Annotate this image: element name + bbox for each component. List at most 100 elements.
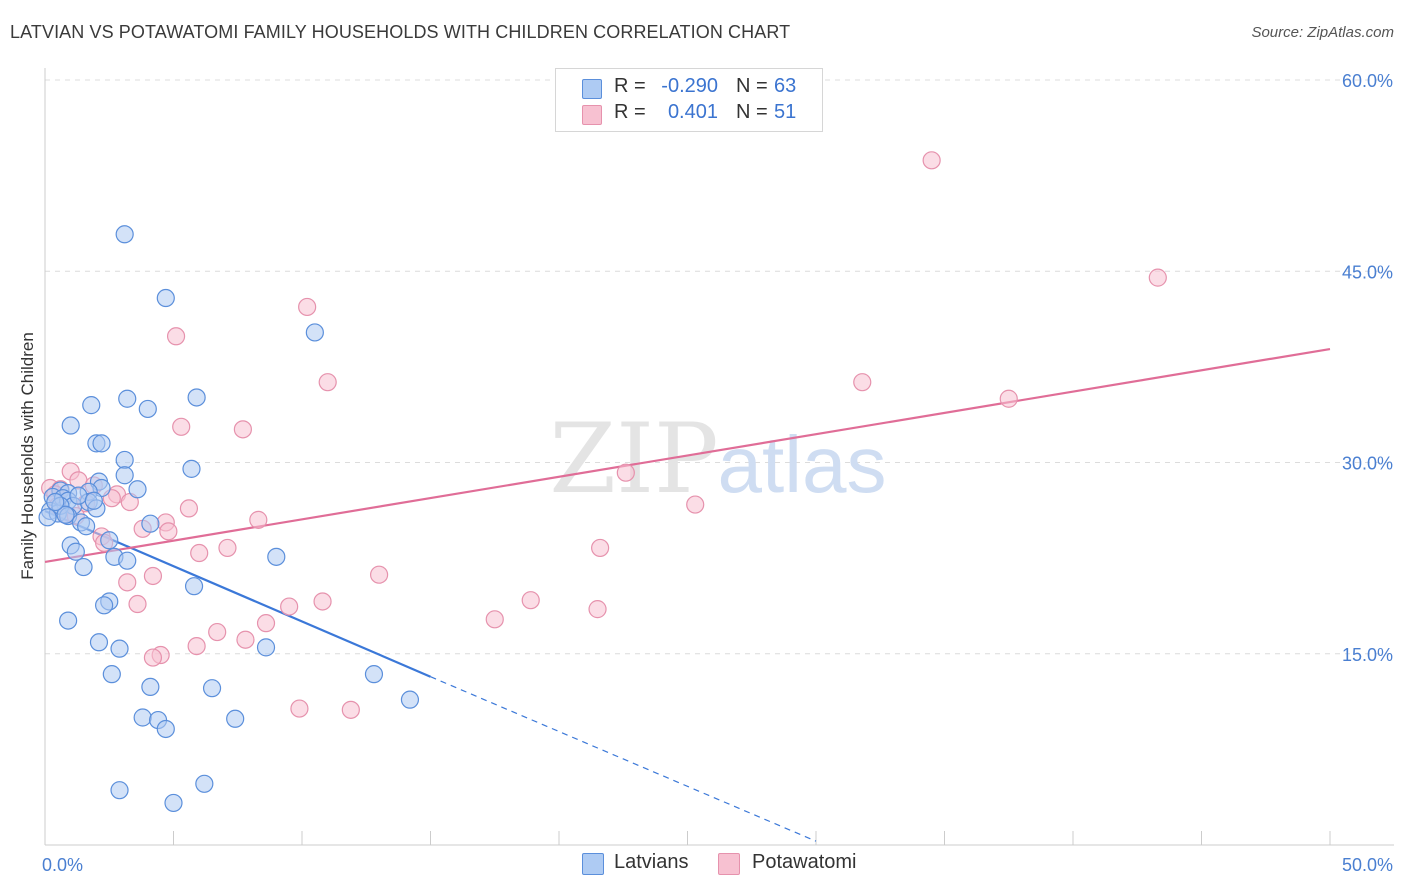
y-tick-label: 30.0%: [1342, 454, 1393, 474]
potawatomi-point: [190, 543, 209, 563]
latvians-point: [364, 665, 384, 684]
watermark: ZIP atlas: [549, 403, 886, 515]
latvians-point: [59, 611, 78, 630]
latvians-point: [141, 677, 160, 697]
latvians-swatch-icon: [582, 79, 602, 99]
potawatomi-legend-label: Potawatomi: [752, 851, 857, 873]
latvians-point: [256, 638, 276, 657]
latvians-point: [195, 774, 214, 793]
potawatomi-point: [616, 463, 635, 482]
latvians-point: [184, 577, 204, 596]
potawatomi-point: [588, 600, 607, 619]
potawatomi-n-value: 51: [774, 101, 797, 123]
potawatomi-point: [159, 522, 178, 541]
latvians-point: [110, 639, 129, 658]
latvians-point: [164, 793, 183, 813]
potawatomi-point: [318, 373, 337, 392]
latvians-point: [74, 557, 93, 577]
latvians-n-label: N =: [736, 75, 768, 97]
latvians-point: [118, 551, 137, 570]
potawatomi-point: [233, 420, 252, 439]
potawatomi-point: [591, 538, 610, 558]
potawatomi-point: [187, 636, 206, 656]
potawatomi-point: [280, 597, 299, 616]
potawatomi-point: [118, 573, 137, 592]
potawatomi-point: [143, 566, 163, 586]
latvians-point: [115, 225, 134, 244]
potawatomi-point: [172, 417, 191, 436]
latvians-point: [202, 679, 222, 698]
latvians-point: [118, 389, 137, 408]
potawatomi-swatch-icon: [582, 105, 602, 125]
latvians-point: [141, 514, 160, 533]
latvians-point: [156, 288, 175, 308]
latvians-point: [110, 781, 129, 800]
latvians-point: [38, 508, 57, 527]
latvians-point: [156, 719, 175, 739]
potawatomi-point: [218, 538, 237, 558]
latvians-point: [400, 690, 420, 709]
latvians-point: [102, 665, 121, 684]
potawatomi-point: [485, 610, 504, 629]
potawatomi-trend-line: [44, 347, 1331, 564]
axes: [44, 68, 1394, 846]
stats-legend: R = -0.290 N = 63 R = 0.401 N = 51: [555, 68, 823, 132]
potawatomi-point: [290, 699, 309, 718]
potawatomi-point: [370, 565, 389, 584]
latvians-point: [115, 466, 134, 485]
potawatomi-point: [179, 499, 199, 518]
x-tick-label: 0.0%: [42, 855, 83, 875]
latvians-point: [89, 633, 109, 652]
potawatomi-point: [853, 373, 872, 392]
latvians-point: [61, 416, 80, 435]
y-tick-label: 60.0%: [1342, 71, 1393, 91]
chart-title: LATVIAN VS POTAWATOMI FAMILY HOUSEHOLDS …: [10, 22, 791, 42]
potawatomi-point: [686, 495, 705, 514]
latvians-point: [77, 517, 96, 536]
y-tick-label: 15.0%: [1342, 645, 1393, 665]
potawatomi-point: [208, 622, 227, 642]
potawatomi-point: [249, 510, 268, 529]
latvians-point: [226, 709, 245, 728]
latvians-r-label: R =: [614, 75, 646, 97]
potawatomi-legend-swatch-icon: [718, 853, 740, 875]
potawatomi-point: [128, 594, 147, 614]
potawatomi-point: [143, 648, 163, 667]
latvians-point: [82, 396, 101, 415]
potawatomi-point: [341, 700, 360, 719]
latvians-point: [92, 434, 111, 453]
latvians-legend-label: Latvians: [614, 851, 689, 873]
latvians-point: [138, 399, 157, 419]
potawatomi-point: [521, 591, 540, 610]
latvians-trend-extension: [430, 676, 817, 842]
potawatomi-point: [166, 327, 186, 346]
potawatomi-point: [313, 592, 332, 611]
latvians-point: [66, 542, 85, 561]
legend-row-latvians: R = -0.290 N = 63: [556, 75, 822, 101]
watermark-zip: ZIP: [549, 403, 718, 515]
tick-labels: 15.0% 30.0% 45.0% 60.0% 0.0% 50.0%: [42, 71, 1393, 875]
latvians-point: [182, 459, 201, 478]
latvians-point: [56, 505, 75, 524]
watermark-atlas: atlas: [718, 420, 887, 509]
latvians-point: [46, 492, 65, 512]
latvians-point: [115, 450, 134, 470]
y-tick-label: 45.0%: [1342, 262, 1393, 282]
latvians-point: [133, 708, 152, 727]
potawatomi-point: [999, 389, 1018, 408]
x-tick-label: 50.0%: [1342, 855, 1393, 875]
potawatomi-point: [1148, 268, 1167, 287]
legend-row-potawatomi: R = 0.401 N = 51: [556, 101, 822, 127]
source-label: Source: ZipAtlas.com: [1251, 24, 1394, 41]
latvians-r-value: -0.290: [661, 75, 718, 97]
latvians-legend-swatch-icon: [582, 853, 604, 875]
latvians-n-value: 63: [774, 75, 797, 97]
potawatomi-point: [922, 151, 941, 170]
gridlines: [45, 79, 1394, 655]
potawatomi-r-label: R =: [614, 101, 646, 123]
data-points: [38, 151, 1167, 813]
latvians-point: [95, 596, 114, 615]
potawatomi-point: [298, 297, 317, 317]
latvians-point: [128, 480, 147, 499]
